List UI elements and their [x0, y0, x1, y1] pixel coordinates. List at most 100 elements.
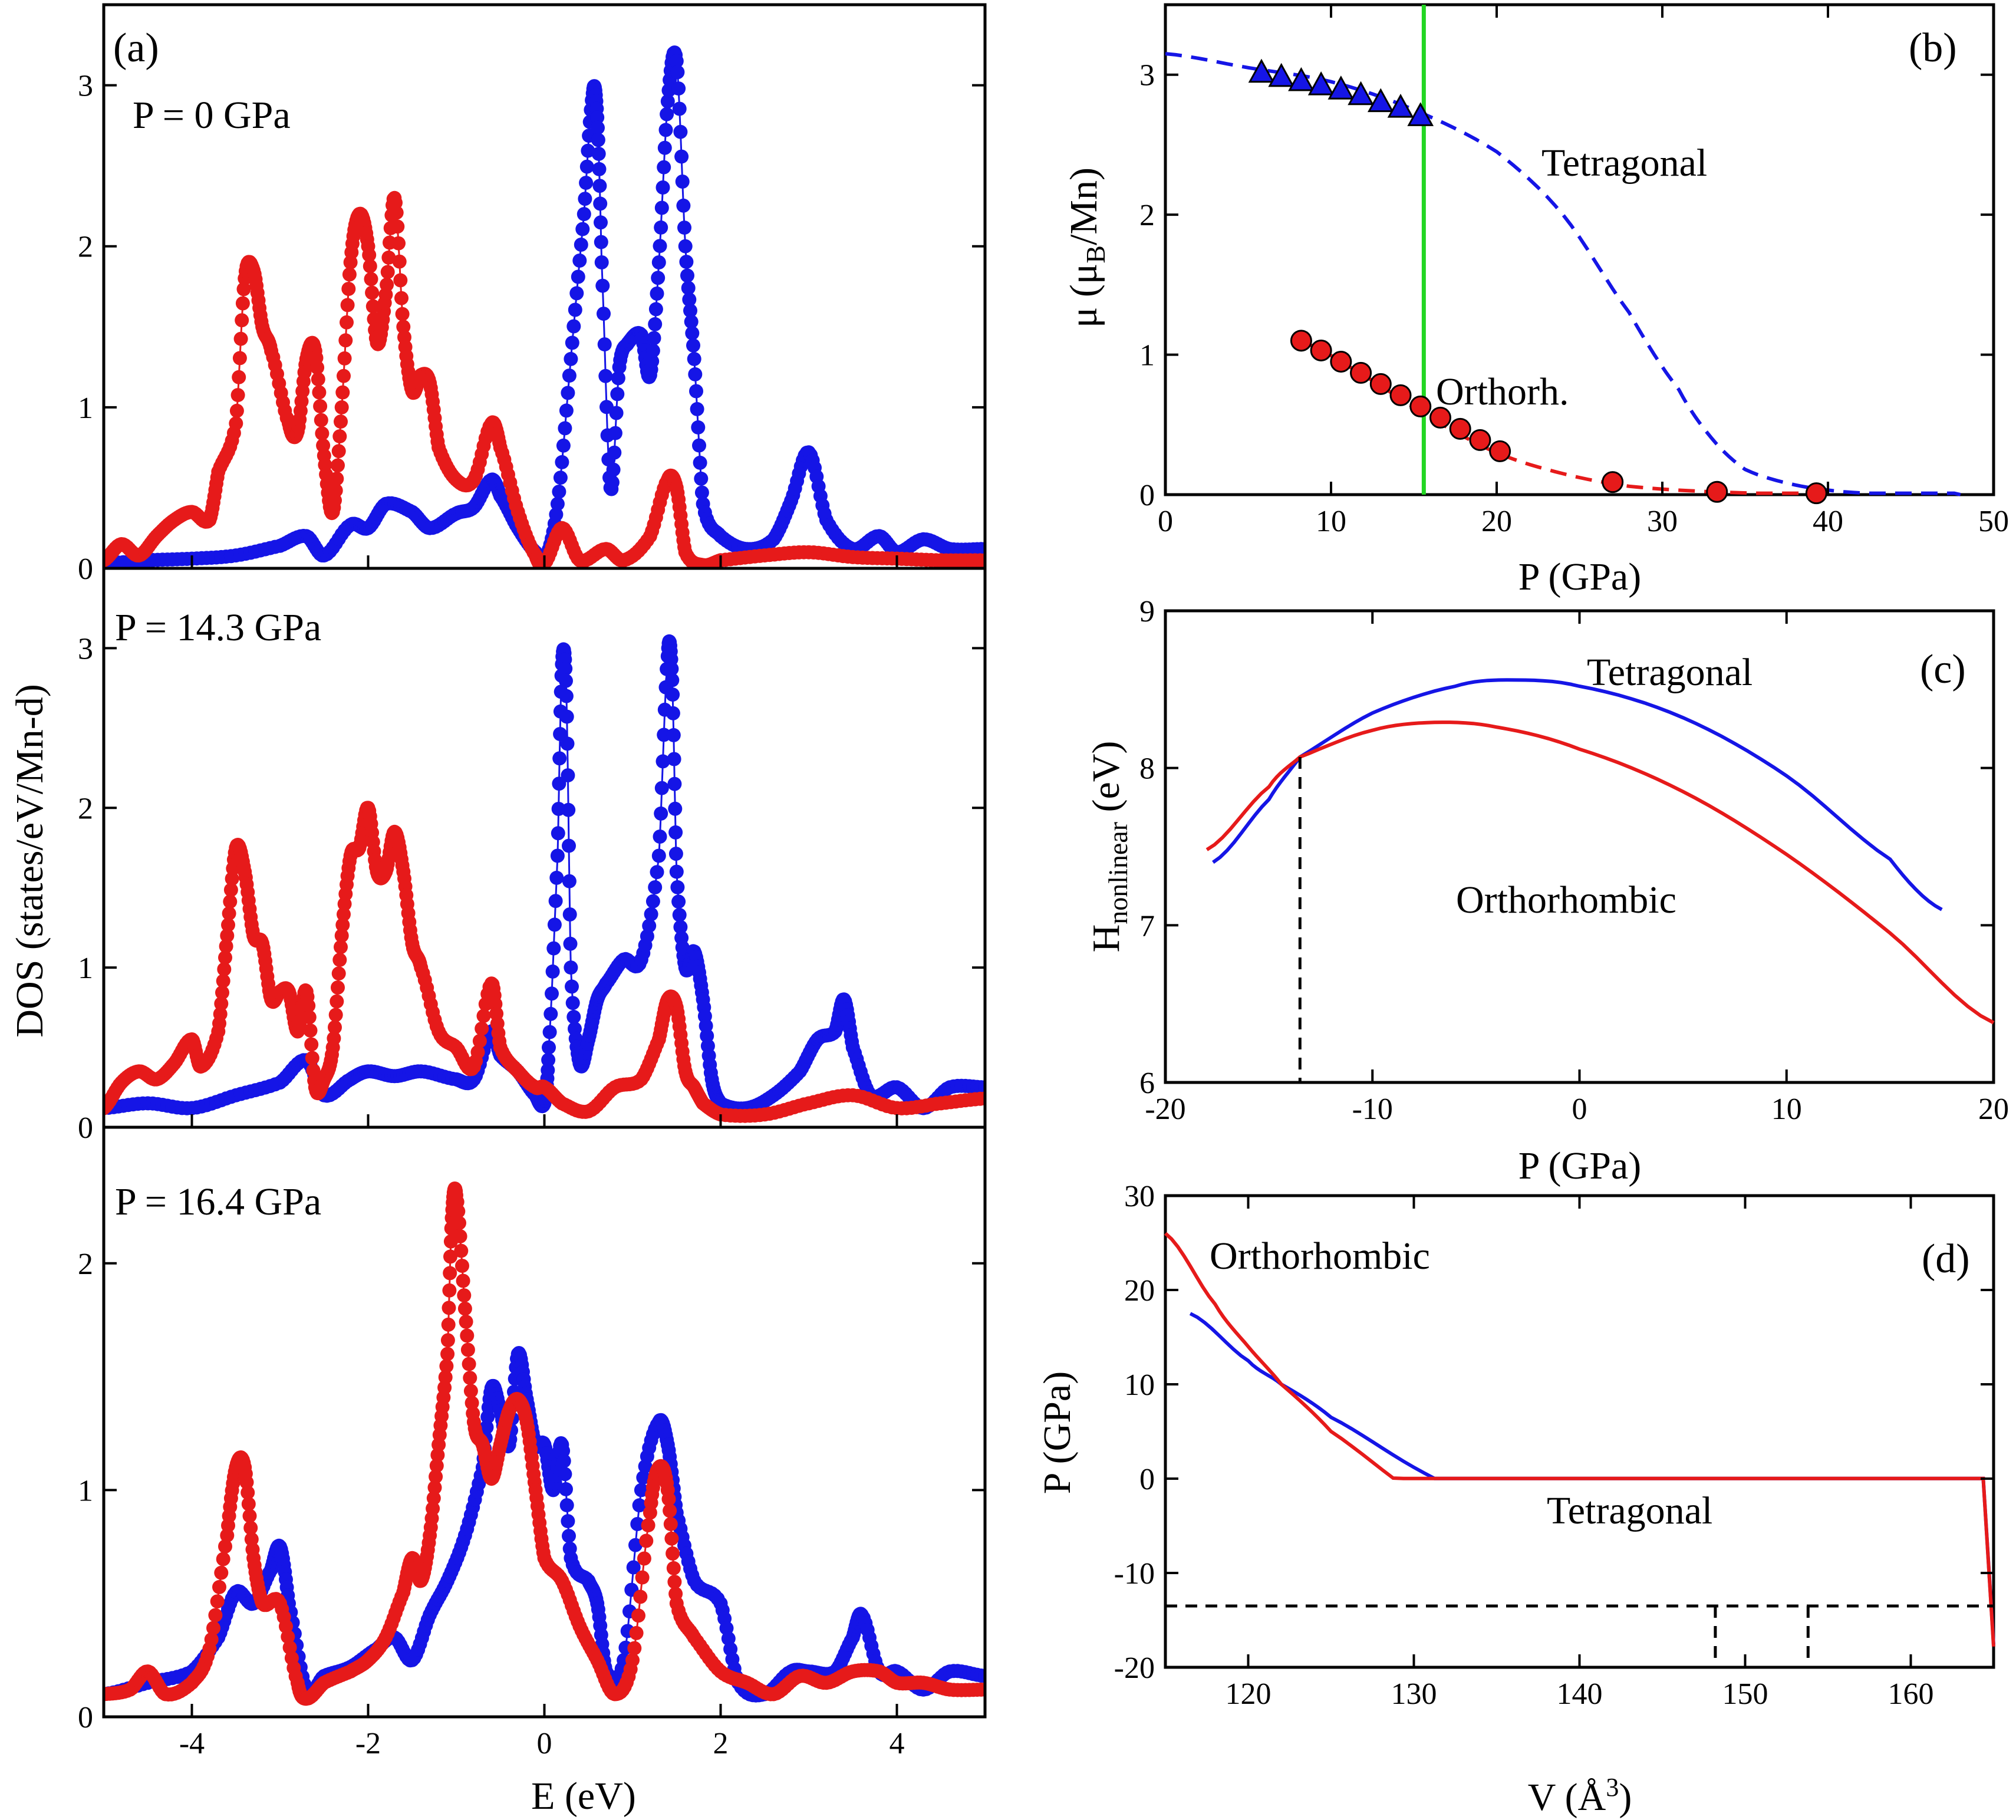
dos-point-blue: [594, 255, 609, 269]
dos-point-red: [334, 414, 348, 429]
dos-point-red: [460, 1328, 475, 1343]
dos-point-blue: [559, 689, 574, 703]
ytick-label: 0: [78, 552, 93, 586]
dos-point-red: [328, 1020, 342, 1035]
dos-point-blue: [547, 917, 562, 932]
panel-d-xlabel: V (Å3): [1528, 1773, 1632, 1819]
dos-point-red: [465, 1396, 479, 1410]
panel-d-xlabel-main: V (Å: [1528, 1776, 1606, 1819]
dos-point-blue: [660, 94, 675, 108]
dos-point-blue: [560, 736, 575, 751]
dos-point-red: [426, 1501, 440, 1516]
dos-point-red: [315, 426, 330, 441]
dos-point-red: [223, 894, 238, 909]
dos-point-blue: [648, 302, 663, 317]
dos-point-red: [219, 939, 233, 953]
dos-point-red: [334, 400, 349, 414]
orthorhombic-data-point: [1429, 406, 1451, 429]
dos-point-blue: [552, 751, 567, 766]
dos-point-red: [337, 907, 351, 921]
dos-point-blue: [670, 65, 685, 80]
dos-point-blue: [479, 1420, 494, 1434]
dos-point-red: [429, 1459, 444, 1473]
dos-point-blue: [611, 371, 625, 386]
dos-point-blue: [640, 929, 654, 943]
dos-point-red: [334, 940, 348, 955]
dos-point-blue: [545, 964, 560, 979]
dos-point-red: [661, 1492, 676, 1506]
dos-point-red: [663, 1503, 677, 1518]
tetragonal-data-point: [1307, 71, 1335, 96]
dos-point-blue: [568, 302, 582, 317]
curve-orthorhombic: [1164, 1232, 1995, 1647]
pressure-label-0gpa: P = 0 GPa: [133, 94, 291, 137]
dos-point-blue: [541, 1052, 556, 1067]
dos-point-red: [331, 966, 346, 981]
dos-point-blue: [672, 907, 687, 922]
dos-point-red: [232, 370, 246, 384]
dos-point-blue: [559, 673, 573, 688]
panel-c-annotation-orthorhombic: Orthorhombic: [1456, 878, 1676, 921]
dos-point-red: [235, 313, 249, 328]
ytick-label: 2: [78, 792, 93, 825]
dos-point-red: [633, 1589, 648, 1604]
orthorhombic-data-point: [1389, 384, 1412, 406]
ytick-label: 1: [78, 952, 93, 985]
ytick-label: 3: [1139, 59, 1155, 93]
dos-point-blue: [654, 781, 669, 795]
dos-point-red: [637, 1551, 651, 1566]
dos-point-blue: [685, 326, 700, 341]
orthorhombic-data-point: [1310, 339, 1332, 361]
dos-point-blue: [694, 485, 709, 500]
curve-orthorhombic: [1205, 720, 1995, 1025]
dos-point-red: [380, 277, 394, 292]
dos-point-red: [215, 985, 229, 1000]
xtick-label: 160: [1888, 1677, 1934, 1711]
dos-point-red: [302, 1010, 317, 1025]
dos-point-blue: [648, 317, 663, 331]
dos-point-red: [663, 1517, 678, 1532]
dos-point-blue: [665, 673, 680, 687]
dos-point-blue: [550, 496, 565, 511]
dos-point-blue: [556, 438, 571, 453]
ytick-label: 1: [78, 391, 93, 425]
panel-b-ylabel-main: μ (μ: [1062, 264, 1105, 328]
panel-a-bottom-marks: [104, 1181, 985, 1706]
dos-point-blue: [692, 438, 706, 453]
panel-a: 0 1 2 3 (a) P = 0 GPa 0 1 2 3 P = 14.3 GPa 0 1 2…: [8, 3, 987, 1818]
ytick-label: 1: [1139, 339, 1155, 373]
tetragonal-data-point: [1387, 93, 1414, 118]
dos-point-blue: [575, 222, 590, 236]
dos-point-red: [437, 1380, 452, 1395]
dos-point-blue: [636, 1470, 651, 1485]
dos-point-red: [380, 265, 395, 279]
dos-point-blue: [673, 124, 688, 139]
dos-point-blue: [693, 455, 707, 470]
dos-point-blue: [591, 133, 605, 147]
dos-point-red: [463, 1371, 477, 1385]
dos-point-red: [381, 250, 396, 265]
dos-point-red: [218, 1539, 232, 1554]
dos-point-blue: [597, 337, 612, 352]
dos-point-blue: [626, 1560, 641, 1575]
dos-point-red: [362, 248, 377, 262]
panel-d-marks: [1164, 1232, 1995, 1667]
dos-point-blue: [651, 848, 666, 863]
orthorhombic-data-point: [1350, 361, 1372, 384]
dos-point-blue: [677, 220, 691, 235]
dos-point-blue: [562, 838, 576, 853]
dos-point-red: [365, 299, 380, 314]
dos-point-red: [328, 483, 343, 498]
dos-point-blue: [548, 894, 563, 909]
panel-a-middle-marks: [104, 634, 985, 1123]
dos-point-blue: [566, 319, 581, 334]
dos-point-blue: [591, 120, 605, 135]
dos-point-blue: [676, 198, 691, 213]
dos-point-red: [330, 994, 344, 1009]
dos-point-red: [666, 1546, 680, 1561]
dos-point-blue: [556, 1443, 571, 1458]
dos-point-red: [337, 368, 351, 383]
dos-point-red: [334, 929, 349, 943]
dos-point-blue: [671, 81, 686, 96]
